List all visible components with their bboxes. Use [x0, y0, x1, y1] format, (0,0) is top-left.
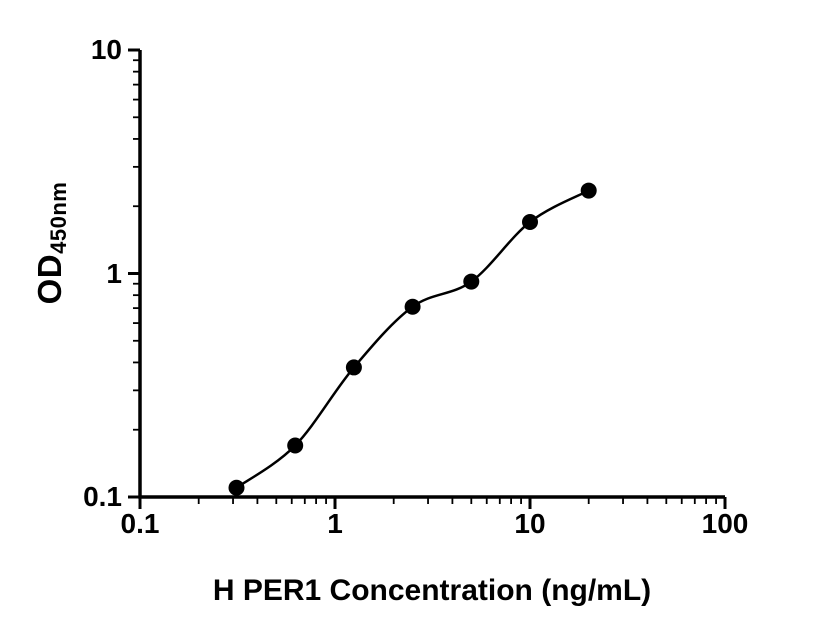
data-point: [404, 298, 421, 315]
x-axis-tick-label: 0.1: [120, 508, 160, 539]
x-axis-title: H PER1 Concentration (ng/mL): [212, 574, 652, 607]
axis-frame: [138, 50, 725, 499]
data-point: [463, 273, 480, 290]
data-point: [522, 213, 538, 230]
data-point: [287, 437, 304, 454]
data-point: [345, 359, 362, 376]
x-axis-tick-label: 1: [327, 508, 343, 539]
y-axis-tick-label: 0.1: [83, 481, 122, 512]
y-axis-tick-label: 1: [106, 257, 122, 289]
y-axis-title-subscript: 450nm: [45, 181, 71, 254]
data-point: [580, 182, 597, 199]
x-axis-tick-label: 100: [701, 508, 749, 539]
x-axis-tick-label: 10: [514, 508, 546, 539]
data-point: [228, 479, 245, 496]
y-axis-tick-label: 10: [90, 34, 122, 65]
